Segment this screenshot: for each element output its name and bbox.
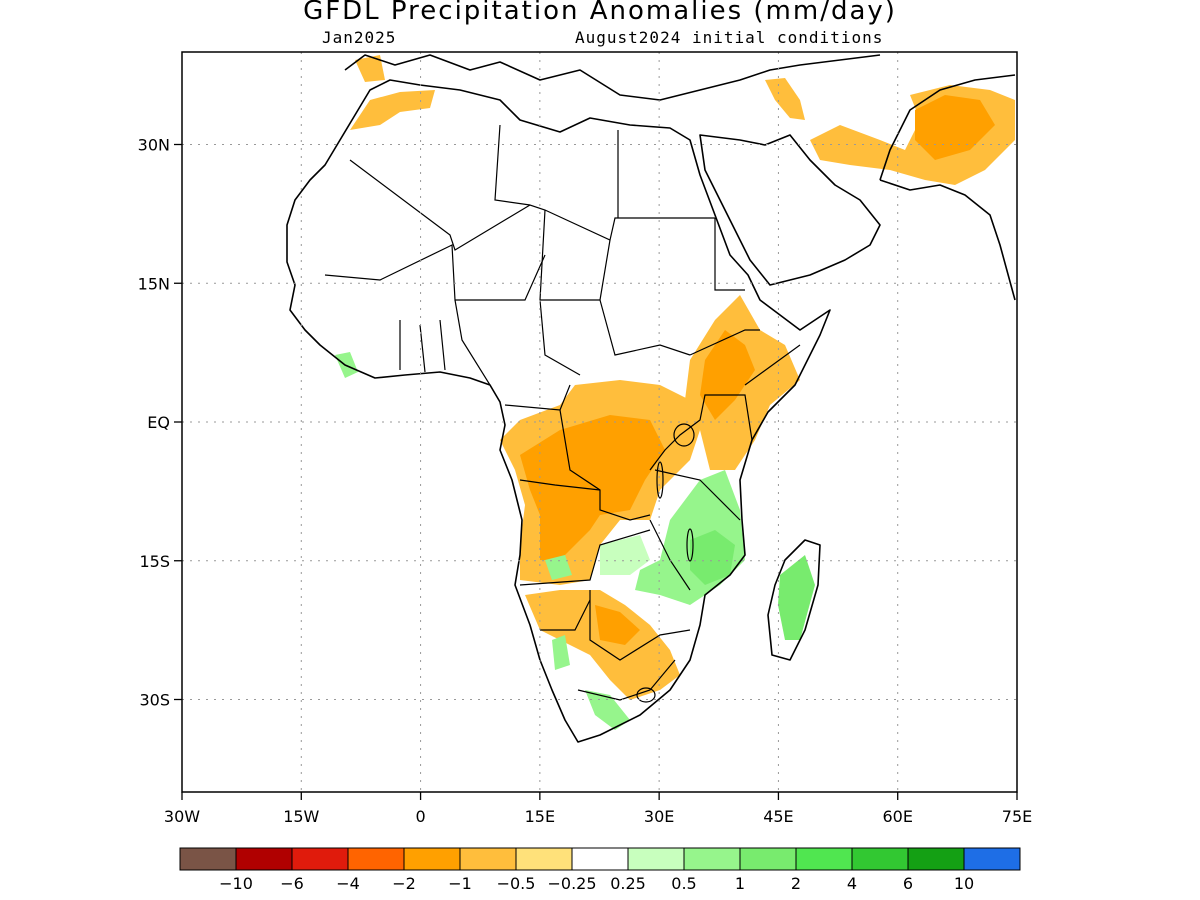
legend-label: 0.5 [671, 874, 696, 893]
legend-label: 1 [735, 874, 745, 893]
legend-label: 2 [791, 874, 801, 893]
anomaly-wet-malawi-core [690, 530, 735, 585]
legend-swatch [907, 847, 965, 871]
legend-swatch [627, 847, 685, 871]
legend-label: −1 [448, 874, 472, 893]
legend-swatch [347, 847, 405, 871]
anomaly-shading [335, 55, 1015, 730]
anomaly-moderate-southern-africa [595, 605, 640, 645]
legend-swatch [515, 847, 573, 871]
legend-label: −2 [392, 874, 416, 893]
anomaly-dry-levant [765, 78, 805, 120]
lat-tick-label: EQ [147, 413, 170, 432]
anomaly-dry-southern-africa [525, 590, 680, 700]
lakes [636, 423, 695, 703]
legend-swatch [459, 847, 517, 871]
forecast-month: Jan2025 [322, 28, 397, 47]
legend-label: −0.25 [547, 874, 596, 893]
legend-swatch [571, 847, 629, 871]
lon-tick-label: 30E [644, 807, 674, 826]
color-legend: −10 −6 −4 −2 −1 −0.5 −0.25 0.25 0.5 1 2 4 6 10 [179, 847, 1021, 893]
latitude-axis: 30N 15N EQ 15S 30S [138, 136, 182, 710]
lon-tick-label: 75E [1002, 807, 1032, 826]
anomaly-dry-morocco [350, 90, 435, 130]
legend-label: 0.25 [610, 874, 646, 893]
anomaly-wet-namibia [552, 635, 570, 670]
lon-tick-label: 45E [763, 807, 793, 826]
legend-swatch [739, 847, 797, 871]
lesotho-outline [636, 687, 656, 703]
legend-swatch [179, 847, 237, 871]
map-title: GFDL Precipitation Anomalies (mm/day) [303, 0, 897, 26]
anomaly-moderate-middle-east [915, 95, 995, 160]
legend-swatch [291, 847, 349, 871]
lon-tick-label: 15W [283, 807, 319, 826]
coastlines [286, 54, 1016, 743]
anomaly-wet-zambia-west [600, 535, 650, 575]
lon-tick-label: 30W [164, 807, 200, 826]
legend-label: 6 [903, 874, 913, 893]
legend-label: −6 [280, 874, 304, 893]
lake-malawi [686, 528, 694, 562]
longitude-axis: 30W 15W 0 15E 30E 45E 60E 75E [164, 792, 1032, 826]
legend-swatch [795, 847, 853, 871]
lat-tick-label: 30N [138, 136, 170, 155]
lat-tick-label: 30S [139, 691, 170, 710]
legend-swatch [235, 847, 293, 871]
legend-label: 4 [847, 874, 857, 893]
gridlines [182, 52, 1017, 792]
legend-swatch [683, 847, 741, 871]
legend-swatch [851, 847, 909, 871]
madagascar-coastline [767, 539, 821, 661]
lake-victoria [673, 423, 695, 447]
lon-tick-label: 60E [882, 807, 912, 826]
country-borders [324, 124, 801, 701]
iran-india-coastline [879, 74, 1016, 301]
arabia-coastline [699, 134, 881, 286]
lat-tick-label: 15N [138, 274, 170, 293]
anomaly-wet-south-africa [585, 690, 630, 730]
legend-label: −4 [336, 874, 360, 893]
anomaly-moderate-east-africa [700, 330, 755, 420]
africa-coastline [286, 79, 831, 743]
initial-conditions: August2024 initial conditions [575, 28, 884, 47]
legend-label: −10 [219, 874, 253, 893]
legend-swatch [963, 847, 1021, 871]
anomaly-wet-madagascar [778, 555, 815, 640]
lat-tick-label: 15S [139, 552, 170, 571]
lon-tick-label: 15E [525, 807, 555, 826]
legend-label: −0.5 [497, 874, 536, 893]
mediterranean-north-coast [344, 54, 881, 101]
lon-tick-label: 0 [415, 807, 425, 826]
lake-tanganyika [656, 461, 664, 499]
legend-label: 10 [954, 874, 974, 893]
anomaly-dry-iberia [355, 55, 385, 82]
anomaly-moderate-central-africa [520, 415, 665, 560]
legend-swatch [403, 847, 461, 871]
